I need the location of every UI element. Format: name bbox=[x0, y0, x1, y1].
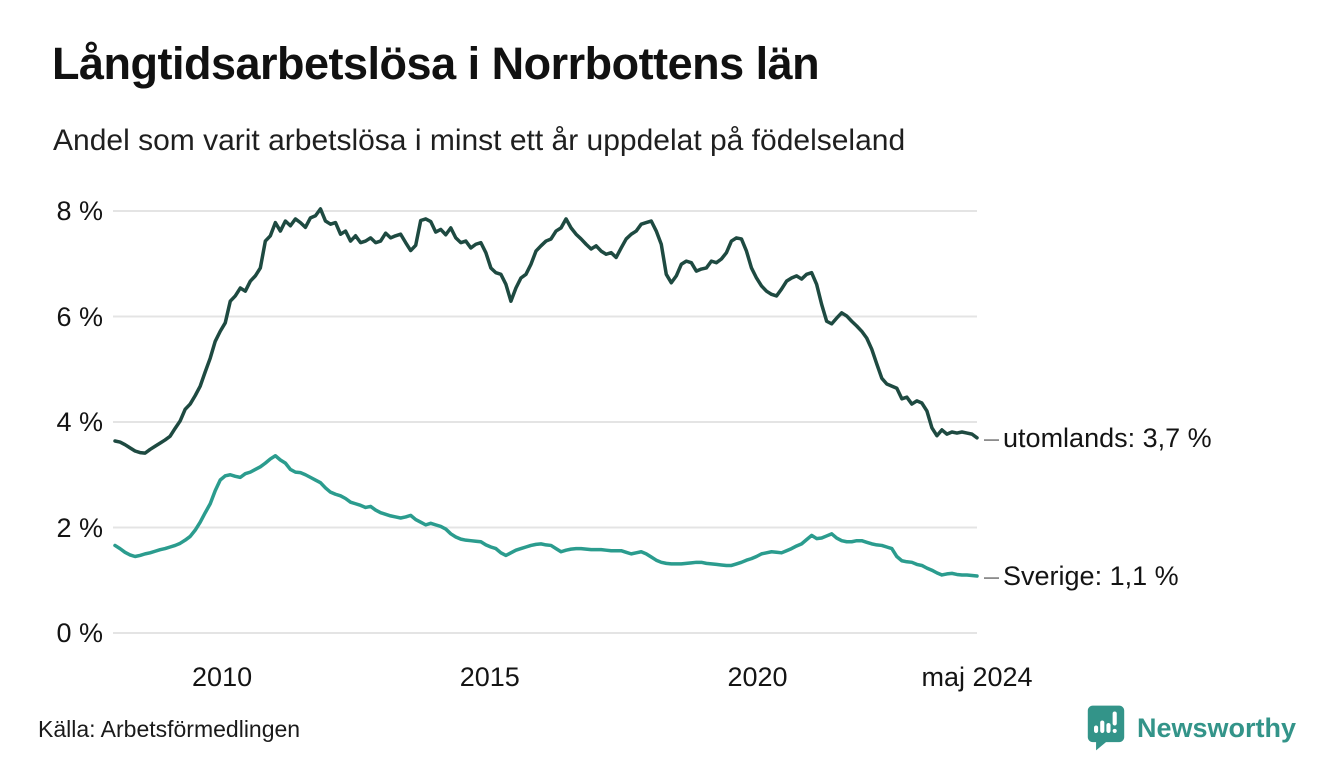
y-tick-label: 4 % bbox=[56, 407, 103, 437]
newsworthy-logo-text: Newsworthy bbox=[1136, 712, 1296, 743]
y-tick-label: 8 % bbox=[56, 196, 103, 226]
end-label-text: Sverige: 1,1 % bbox=[1003, 561, 1179, 592]
newsworthy-logo-icon bbox=[1087, 705, 1125, 751]
y-tick-label: 6 % bbox=[56, 301, 103, 332]
x-tick-label: 2015 bbox=[459, 662, 520, 692]
series-end-label-utomlands: – utomlands: 3,7 % bbox=[984, 420, 1212, 456]
y-tick-label: 2 % bbox=[56, 512, 103, 543]
end-label-dash: – bbox=[984, 422, 1000, 453]
end-label-text: utomlands: 3,7 % bbox=[1003, 422, 1212, 453]
chart-title: Långtidsarbetslösa i Norrbottens län bbox=[52, 38, 820, 89]
end-label-dash: – bbox=[984, 561, 1000, 592]
source-note: Källa: Arbetsförmedlingen bbox=[38, 716, 301, 742]
x-tick-label: maj 2024 bbox=[921, 662, 1033, 692]
y-tick-label: 0 % bbox=[56, 618, 103, 648]
x-tick-label: 2010 bbox=[192, 662, 253, 692]
series-line-utomlands bbox=[113, 207, 979, 455]
chart-subtitle: Andel som varit arbetslösa i minst ett å… bbox=[53, 124, 906, 157]
series-end-label-Sverige: – Sverige: 1,1 % bbox=[984, 558, 1179, 594]
series-line-Sverige bbox=[113, 454, 979, 578]
newsworthy-logo: Newsworthy bbox=[1086, 704, 1296, 752]
x-tick-label: 2020 bbox=[727, 662, 788, 692]
